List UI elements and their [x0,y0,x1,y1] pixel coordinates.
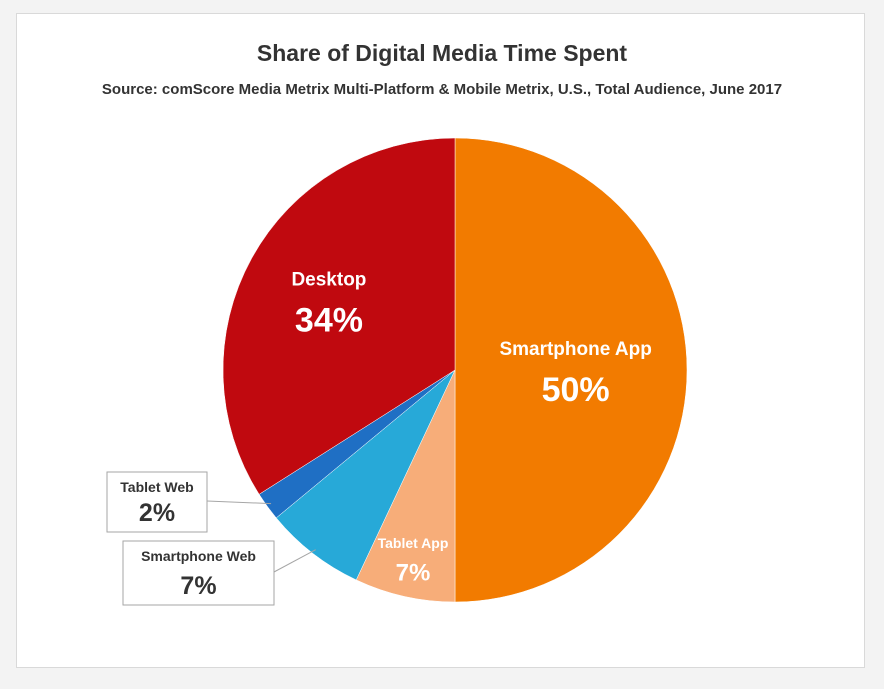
slice-label-desktop: Desktop [291,270,366,291]
slice-label-smartphone-web: Smartphone Web [141,548,256,564]
chart-title: Share of Digital Media Time Spent [256,40,628,66]
slice-value-desktop: 34% [295,302,363,340]
slice-label-tablet-app: Tablet App [378,535,449,551]
callout-box-tablet-web [106,471,208,533]
slice-value-tablet-web: 2% [139,499,175,527]
slice-label-tablet-web: Tablet Web [120,479,193,495]
pie-slice-smartphone-app [454,137,688,603]
pie-slice-smartphone-web [275,369,456,581]
slice-value-smartphone-app: 50% [542,371,610,409]
pie-slice-desktop [222,137,456,495]
slice-value-smartphone-web: 7% [180,572,216,600]
callout-line-smartphone-web [273,549,316,573]
chart-subtitle: Source: comScore Media Metrix Multi-Plat… [101,81,783,98]
pie-slice-tablet-app [355,369,456,603]
slice-label-smartphone-app: Smartphone App [499,339,651,360]
callout-line-tablet-web [206,500,272,505]
slice-value-tablet-app: 7% [396,559,431,586]
callout-box-smartphone-web [122,540,275,606]
